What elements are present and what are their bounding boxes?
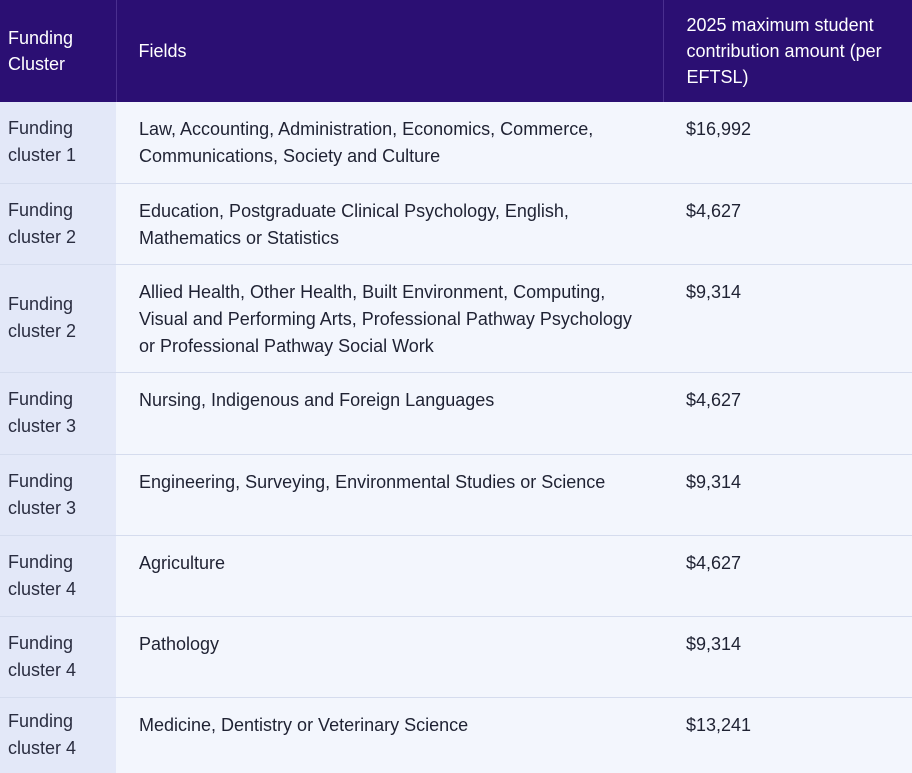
table-row: Funding cluster 3 Engineering, Surveying… (0, 454, 912, 536)
amount-cell: $4,627 (663, 535, 912, 617)
table-row: Funding cluster 3 Nursing, Indigenous an… (0, 372, 912, 455)
fields-cell: Nursing, Indigenous and Foreign Language… (116, 372, 663, 455)
header-funding-cluster: Funding Cluster (0, 0, 116, 102)
table-body: Funding cluster 1 Law, Accounting, Admin… (0, 102, 912, 773)
cluster-cell: Funding cluster 2 (0, 264, 116, 373)
table-row: Funding cluster 4 Pathology $9,314 (0, 616, 912, 698)
cluster-cell: Funding cluster 4 (0, 535, 116, 617)
fields-cell: Agriculture (116, 535, 663, 617)
amount-cell: $4,627 (663, 372, 912, 455)
cluster-cell: Funding cluster 2 (0, 183, 116, 265)
amount-cell: $9,314 (663, 454, 912, 536)
cluster-cell: Funding cluster 4 (0, 697, 116, 773)
header-fields: Fields (115, 0, 663, 102)
table-row: Funding cluster 4 Agriculture $4,627 (0, 535, 912, 617)
cluster-cell: Funding cluster 4 (0, 616, 116, 698)
fields-cell: Allied Health, Other Health, Built Envir… (116, 264, 663, 373)
header-row: Funding Cluster Fields 2025 maximum stud… (0, 0, 912, 102)
fields-cell: Education, Postgraduate Clinical Psychol… (116, 183, 663, 265)
amount-cell: $13,241 (663, 697, 912, 773)
cluster-cell: Funding cluster 1 (0, 102, 116, 184)
fields-cell: Medicine, Dentistry or Veterinary Scienc… (116, 697, 663, 773)
table-row: Funding cluster 2 Education, Postgraduat… (0, 183, 912, 265)
table-row: Funding cluster 1 Law, Accounting, Admin… (0, 102, 912, 184)
amount-cell: $9,314 (663, 616, 912, 698)
amount-cell: $9,314 (663, 264, 912, 373)
fields-cell: Pathology (116, 616, 663, 698)
table-row: Funding cluster 2 Allied Health, Other H… (0, 264, 912, 373)
amount-cell: $16,992 (663, 102, 912, 184)
header-max-contribution: 2025 maximum student contribution amount… (662, 0, 912, 102)
cluster-cell: Funding cluster 3 (0, 454, 116, 536)
table-row: Funding cluster 4 Medicine, Dentistry or… (0, 697, 912, 773)
fields-cell: Engineering, Surveying, Environmental St… (116, 454, 663, 536)
fields-cell: Law, Accounting, Administration, Economi… (116, 102, 663, 184)
amount-cell: $4,627 (663, 183, 912, 265)
table-header: Funding Cluster Fields 2025 maximum stud… (0, 0, 912, 102)
cluster-cell: Funding cluster 3 (0, 372, 116, 455)
